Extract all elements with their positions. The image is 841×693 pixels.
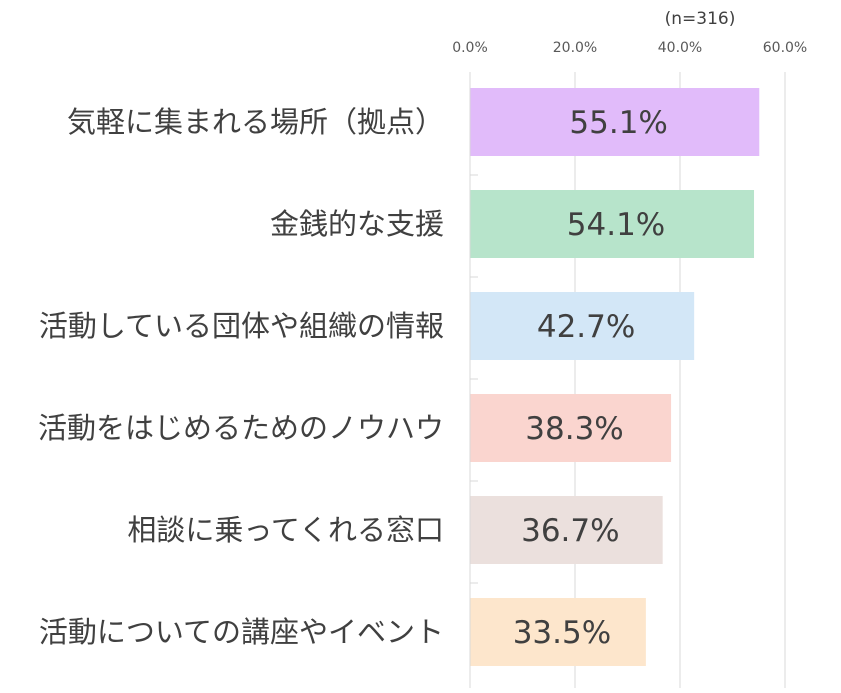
data-label: 55.1% xyxy=(569,105,667,141)
category-label: 相談に乗ってくれる窓口 xyxy=(127,513,444,547)
bar xyxy=(470,292,695,360)
bar xyxy=(470,394,672,462)
category-label: 活動についての講座やイベント xyxy=(39,615,444,649)
data-label: 54.1% xyxy=(567,207,665,243)
data-labels: 55.1% 54.1% 42.7% 38.3% 36.7% 33.5% xyxy=(513,105,668,651)
bar xyxy=(470,190,755,258)
y-axis xyxy=(469,72,478,688)
gridlines xyxy=(574,72,786,688)
bar xyxy=(470,88,760,156)
category-label: 金銭的な支援 xyxy=(270,207,444,241)
x-tick-label: 60.0% xyxy=(763,40,807,56)
category-label: 活動している団体や組織の情報 xyxy=(39,309,444,343)
category-label: 活動をはじめるためのノウハウ xyxy=(38,411,444,445)
bar xyxy=(470,598,646,666)
x-tick-label: 20.0% xyxy=(553,40,597,56)
category-label: 気軽に集まれる場所（拠点） xyxy=(67,105,444,139)
x-tick-label: 0.0% xyxy=(452,40,488,56)
category-labels: 気軽に集まれる場所（拠点） 金銭的な支援活動している団体や組織の情報活動をはじめる… xyxy=(38,105,444,649)
data-label: 36.7% xyxy=(521,513,619,549)
data-label: 38.3% xyxy=(525,411,623,447)
sample-size-note: (n=316) xyxy=(665,9,736,29)
bars xyxy=(470,88,760,666)
bar xyxy=(470,496,663,564)
data-label: 33.5% xyxy=(513,615,611,651)
data-label: 42.7% xyxy=(537,309,635,345)
x-tick-label: 40.0% xyxy=(658,40,702,56)
x-axis-ticks: 0.0% 20.0% 40.0% 60.0% xyxy=(452,40,807,56)
